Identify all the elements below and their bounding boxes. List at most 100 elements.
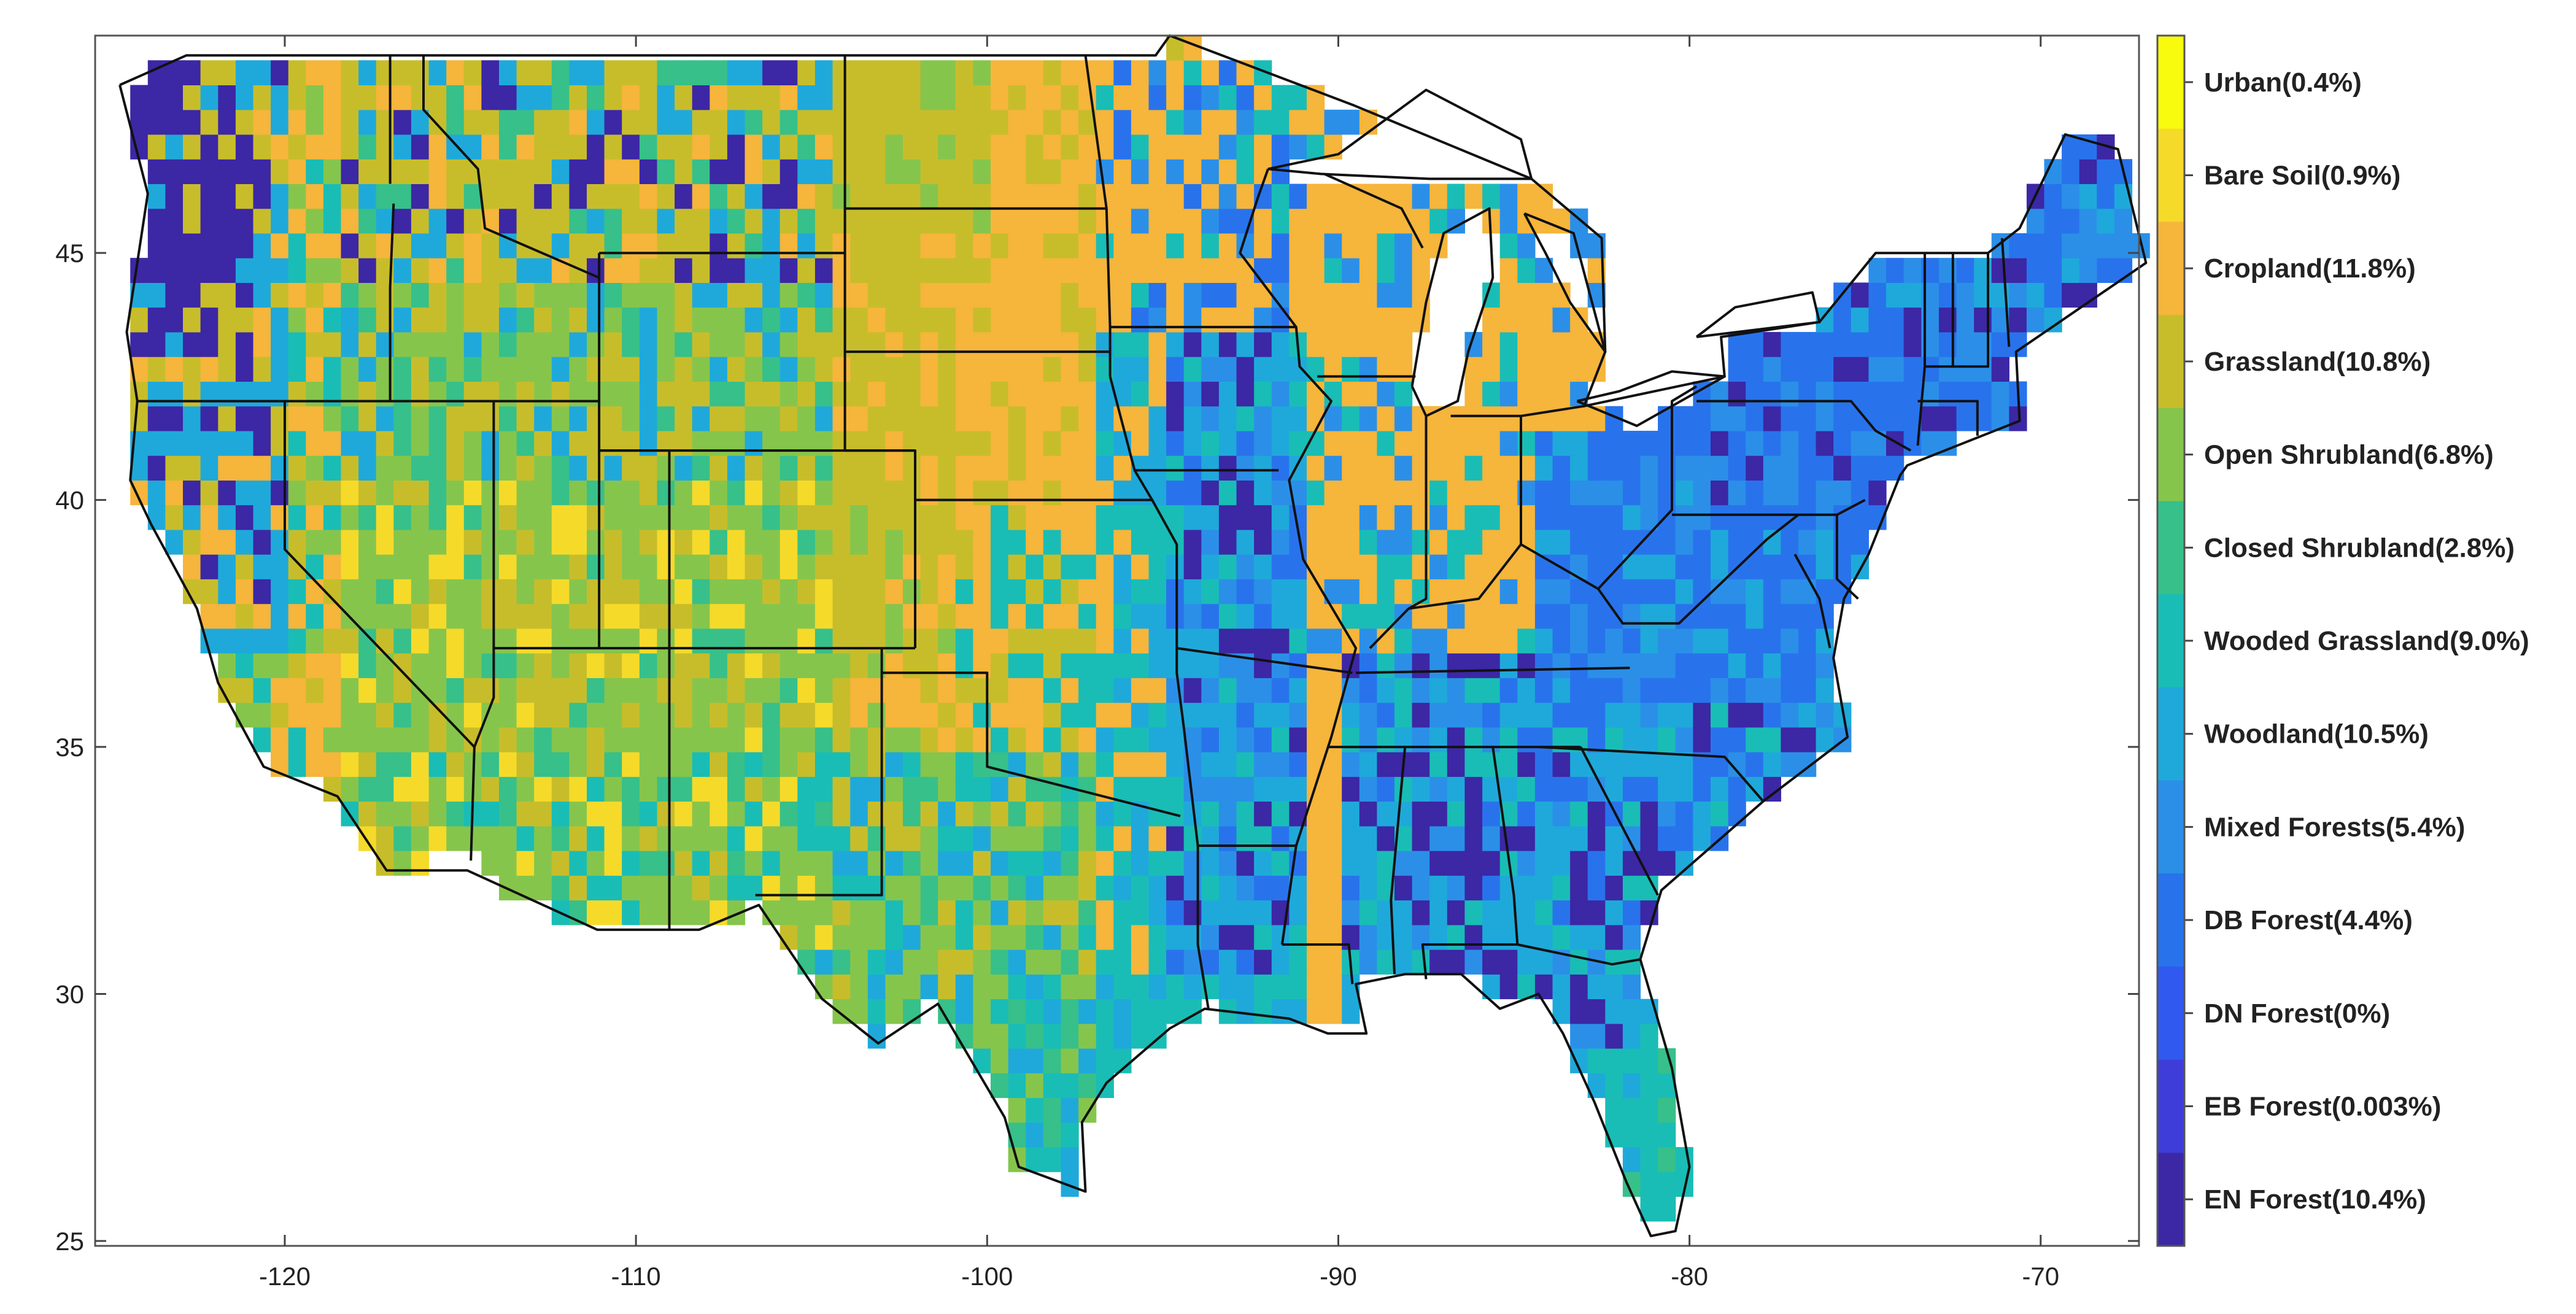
land-cover-cell — [1218, 282, 1237, 308]
land-cover-cell — [1254, 381, 1272, 407]
land-cover-cell — [358, 825, 377, 851]
land-cover-cell — [306, 727, 324, 752]
land-cover-cell — [1464, 924, 1483, 950]
land-cover-cell — [1201, 924, 1220, 950]
land-cover-cell — [534, 357, 552, 382]
land-cover-cell — [428, 628, 447, 654]
land-cover-cell — [1271, 282, 1290, 308]
land-cover-cell — [973, 554, 991, 579]
land-cover-cell — [1113, 258, 1132, 283]
land-cover-cell — [1324, 875, 1342, 901]
land-cover-cell — [1043, 801, 1061, 827]
land-cover-cell — [1622, 900, 1641, 926]
land-cover-cell — [1183, 357, 1202, 382]
land-cover-cell — [1675, 529, 1693, 555]
land-cover-cell — [218, 184, 236, 209]
land-cover-cell — [604, 678, 622, 703]
land-cover-cell — [1201, 949, 1220, 975]
land-cover-cell — [604, 628, 622, 654]
legend-label: EB Forest(0.003%) — [2204, 1091, 2441, 1121]
land-cover-cell — [779, 480, 798, 506]
land-cover-cell — [1517, 900, 1536, 926]
land-cover-cell — [867, 258, 886, 283]
land-cover-cell — [271, 184, 289, 209]
land-cover-cell — [867, 357, 886, 382]
land-cover-cell — [1026, 900, 1044, 926]
land-cover-cell — [271, 282, 289, 308]
land-cover-cell — [762, 381, 781, 407]
land-cover-cell — [1587, 974, 1606, 1000]
land-cover-cell — [955, 109, 973, 135]
land-cover-cell — [692, 653, 710, 678]
land-cover-cell — [1078, 134, 1097, 160]
land-cover-cell — [446, 480, 465, 506]
land-cover-cell — [1131, 381, 1150, 407]
land-cover-cell — [218, 579, 236, 605]
land-cover-cell — [235, 504, 254, 530]
land-cover-cell — [446, 381, 465, 407]
land-cover-cell — [675, 430, 693, 456]
land-cover-cell — [604, 109, 622, 135]
land-cover-cell — [727, 727, 746, 752]
land-cover-cell — [253, 184, 271, 209]
land-cover-cell — [1429, 579, 1448, 605]
land-cover-cell — [1307, 134, 1325, 160]
land-cover-cell — [1043, 504, 1061, 530]
land-cover-cell — [200, 331, 219, 357]
land-cover-cell — [200, 529, 219, 555]
land-cover-cell — [1534, 653, 1553, 678]
state-border-line — [1696, 400, 1912, 452]
land-cover-cell — [832, 184, 851, 209]
land-cover-cell — [1394, 430, 1413, 456]
land-cover-cell — [675, 406, 693, 431]
land-cover-cell — [1464, 504, 1483, 530]
land-cover-cell — [1658, 851, 1676, 876]
land-cover-cell — [745, 579, 763, 605]
land-cover-cell — [1166, 134, 1185, 160]
legend-swatch — [2157, 1059, 2184, 1154]
land-cover-cell — [481, 85, 500, 110]
land-cover-cell — [814, 208, 834, 234]
legend-label: DN Forest(0%) — [2204, 999, 2390, 1029]
land-cover-cell — [200, 109, 219, 135]
land-cover-cell — [358, 504, 377, 530]
land-cover-cell — [1447, 430, 1465, 456]
land-cover-cell — [1499, 258, 1518, 283]
land-cover-cell — [411, 529, 430, 555]
land-cover-cell — [1534, 825, 1553, 851]
land-cover-cell — [745, 134, 763, 160]
land-cover-cell — [428, 678, 447, 703]
land-cover-cell — [306, 357, 324, 382]
land-cover-cell — [428, 134, 447, 160]
land-cover-cell — [288, 134, 306, 160]
land-cover-cell — [183, 529, 201, 555]
land-cover-cell — [1183, 134, 1202, 160]
land-cover-cell — [1359, 381, 1377, 407]
land-cover-cell — [551, 603, 570, 629]
land-cover-cell — [411, 603, 430, 629]
land-cover-cell — [1236, 801, 1255, 827]
land-cover-cell — [1377, 825, 1395, 851]
land-cover-cell — [288, 406, 306, 431]
land-cover-cell — [604, 159, 622, 184]
land-cover-cell — [1429, 776, 1448, 802]
land-cover-cell — [147, 208, 166, 234]
land-cover-cell — [130, 331, 149, 357]
land-cover-cell — [1587, 727, 1606, 752]
land-cover-cell — [1377, 208, 1395, 234]
land-cover-cell — [938, 233, 956, 258]
state-border-line — [1695, 291, 1821, 338]
land-cover-cell — [955, 1023, 973, 1049]
land-cover-cell — [1412, 949, 1430, 975]
land-cover-cell — [1289, 678, 1307, 703]
land-cover-cell — [1061, 603, 1079, 629]
land-cover-cell — [1131, 85, 1150, 110]
land-cover-cell — [1447, 455, 1465, 481]
land-cover-cell — [1113, 579, 1132, 605]
land-cover-cell — [1728, 702, 1746, 728]
land-cover-cell — [1131, 628, 1150, 654]
land-cover-cell — [639, 109, 658, 135]
land-cover-cell — [779, 381, 798, 407]
land-cover-cell — [832, 825, 851, 851]
land-cover-cell — [920, 949, 938, 975]
